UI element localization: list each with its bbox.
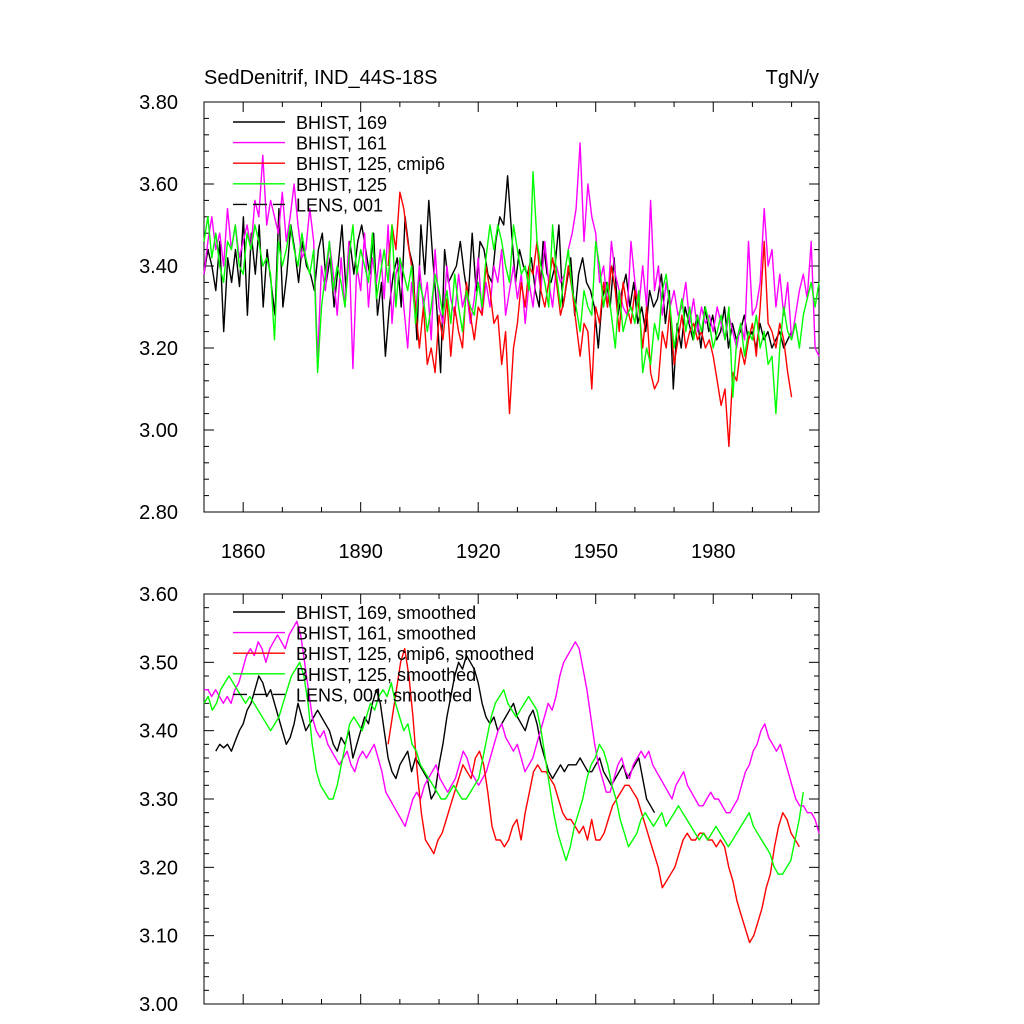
top-legend-label-bhist-125: BHIST, 125 [296, 175, 387, 195]
top-ytick-label: 3.60 [139, 174, 178, 196]
top-line-bhist-125-cmip6 [387, 191, 793, 448]
bottom-axis-ticks [203, 593, 819, 1005]
bottom-ytick-label: 3.10 [139, 926, 178, 948]
top-legend-label-bhist-169: BHIST, 169 [296, 113, 387, 133]
bottom-line-bhist-169-smoothed [215, 654, 656, 814]
top-ytick-label: 3.40 [139, 256, 178, 278]
top-xtick-label: 1860 [221, 541, 266, 563]
bottom-legend-label-lens-001-smoothed: LENS, 001, smoothed [296, 685, 472, 705]
top-xtick-label: 1890 [338, 541, 383, 563]
top-line-bhist-161 [203, 142, 820, 370]
bottom-series-lines [203, 620, 820, 944]
bottom-y-tick-labels: 3.00 3.10 3.20 3.30 3.40 3.50 3.60 [139, 584, 178, 1016]
top-legend-label-lens-001: LENS, 001 [296, 195, 383, 215]
top-panel: SedDenitrif, IND_44S-18S TgN/y 2.80 3.00 3… [139, 67, 820, 563]
units-label: TgN/y [766, 67, 819, 89]
bottom-line-bhist-161-smoothed [204, 620, 820, 834]
bottom-ytick-label: 3.00 [139, 994, 178, 1016]
bottom-ytick-label: 3.60 [139, 584, 178, 606]
bottom-line-bhist-125-smoothed [203, 661, 804, 875]
bottom-legend-label-bhist-169-smoothed: BHIST, 169, smoothed [296, 603, 476, 623]
bottom-ytick-label: 3.50 [139, 652, 178, 674]
top-y-tick-labels: 2.80 3.00 3.20 3.40 3.60 3.80 [139, 92, 178, 524]
top-ytick-label: 2.80 [139, 502, 178, 524]
bottom-legend-label-bhist-125-smoothed: BHIST, 125, smoothed [296, 665, 476, 685]
top-legend-label-bhist-125-cmip6: BHIST, 125, cmip6 [296, 154, 445, 174]
top-ytick-label: 3.20 [139, 338, 178, 360]
top-line-bhist-125 [203, 170, 820, 415]
bottom-legend-label-bhist-125-cmip6-smoothed: BHIST, 125, cmip6, smoothed [296, 644, 534, 664]
bottom-ytick-label: 3.20 [139, 857, 178, 879]
top-xtick-label: 1950 [573, 541, 618, 563]
bottom-ytick-label: 3.40 [139, 721, 178, 743]
chart-title: SedDenitrif, IND_44S-18S [204, 67, 437, 89]
top-ytick-label: 3.80 [139, 92, 178, 114]
top-legend-label-bhist-161: BHIST, 161 [296, 134, 387, 154]
top-ytick-label: 3.00 [139, 420, 178, 442]
top-x-tick-labels: 1860 1890 1920 1950 1980 [221, 541, 736, 563]
bottom-legend-label-bhist-161-smoothed: BHIST, 161, smoothed [296, 624, 476, 644]
top-series-lines [203, 142, 820, 448]
top-axis-ticks [203, 101, 819, 513]
top-plot-frame [203, 101, 820, 513]
top-xtick-label: 1920 [456, 541, 501, 563]
bottom-panel: 3.00 3.10 3.20 3.30 3.40 3.50 3.60 BHIST, 169,… [139, 584, 820, 1016]
bottom-ytick-label: 3.30 [139, 789, 178, 811]
bottom-line-bhist-125-cmip6-smoothed [387, 648, 800, 944]
top-xtick-label: 1980 [691, 541, 736, 563]
